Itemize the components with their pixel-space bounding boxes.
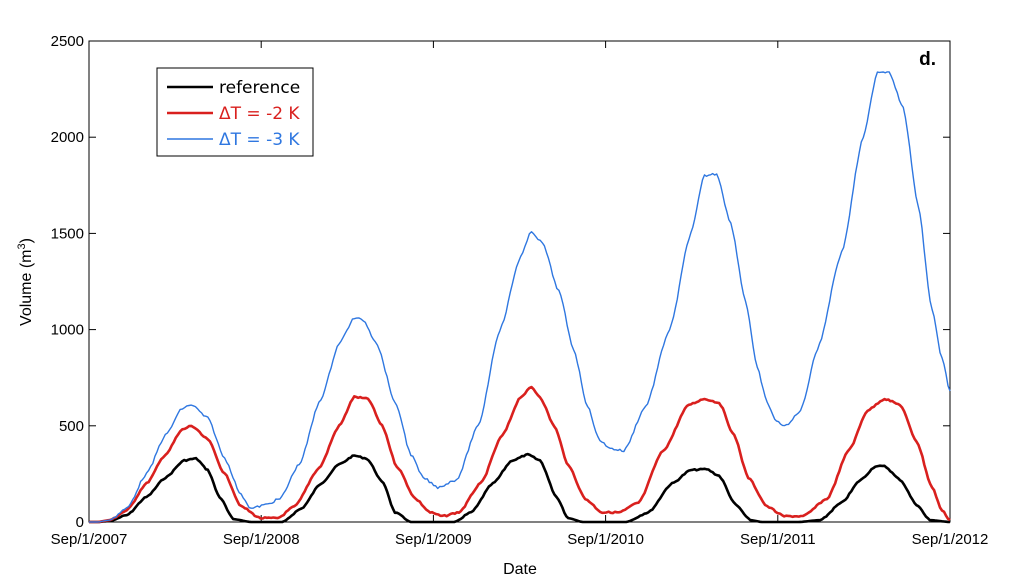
legend-label-dt-minus-3: ΔT = -3 K (219, 130, 300, 150)
y-tick-label: 1000 (51, 322, 84, 339)
y-axis-title-close: ) (18, 238, 35, 243)
x-tick-label: Sep/1/2009 (395, 531, 472, 548)
x-tick-label: Sep/1/2012 (912, 531, 989, 548)
x-tick-label: Sep/1/2007 (51, 531, 128, 548)
panel-label: d. (919, 49, 936, 70)
y-axis-title-superscript: 3 (16, 243, 28, 249)
series-lines (89, 71, 951, 524)
series-line (89, 452, 951, 524)
y-tick-label: 500 (59, 418, 84, 435)
legend: reference ΔT = -2 K ΔT = -3 K (156, 67, 314, 157)
y-tick-label: 2500 (51, 33, 84, 50)
y-tick-label: 2000 (51, 129, 84, 146)
x-tick-label: Sep/1/2008 (223, 531, 300, 548)
y-axis-title-main: Volume (m (18, 249, 35, 325)
series-line (89, 385, 951, 524)
y-tick-label: 0 (76, 514, 84, 531)
x-axis-title: Date (503, 561, 537, 578)
legend-label-reference: reference (219, 78, 300, 98)
y-axis-title: Volume (m3) (16, 238, 35, 326)
x-tick-label: Sep/1/2011 (740, 531, 816, 548)
y-tick-label: 1500 (51, 225, 84, 242)
legend-label-dt-minus-2: ΔT = -2 K (219, 104, 300, 124)
y-tick-labels: 0 500 1000 1500 2000 2500 (51, 33, 84, 531)
x-tick-labels: Sep/1/2007 Sep/1/2008 Sep/1/2009 Sep/1/2010… (51, 531, 989, 548)
series-line (89, 71, 951, 523)
x-tick-label: Sep/1/2010 (567, 531, 644, 548)
